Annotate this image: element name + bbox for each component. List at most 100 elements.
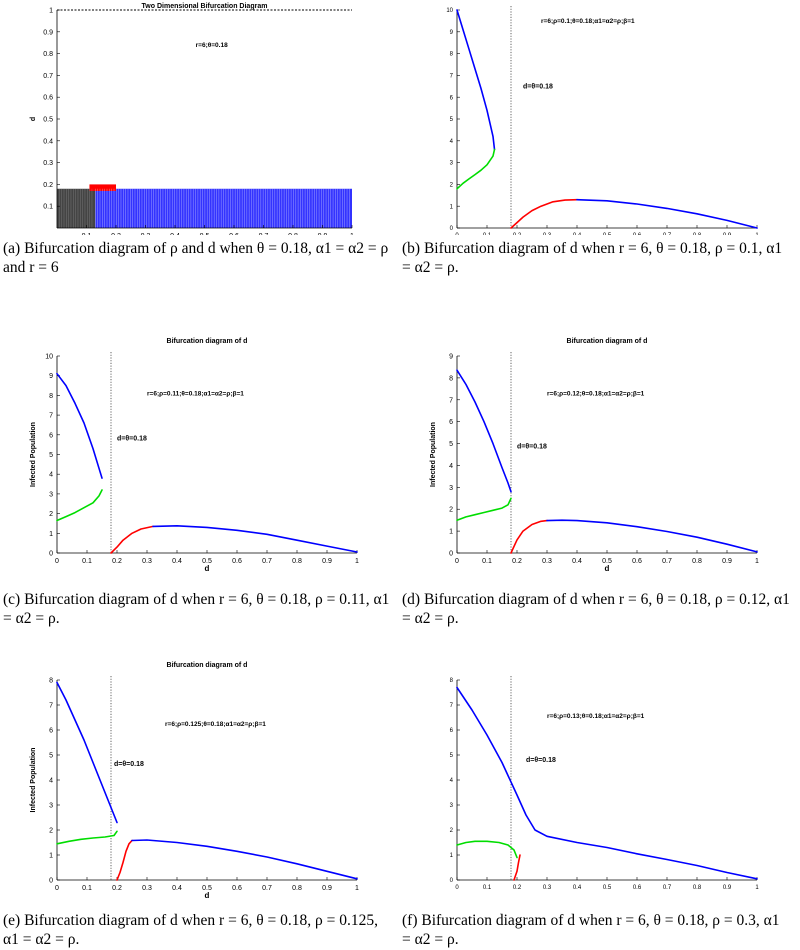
series-upper-branch [152,525,358,553]
x-tick-label: 0.4 [572,558,582,565]
y-tick-label: 0 [49,878,53,885]
y-tick-label: 8 [450,52,454,58]
chart-title: Bifurcation diagram of d [167,662,248,669]
x-tick-label: 0 [455,233,459,235]
y-tick-label: 0.2 [43,182,53,189]
series-low-branch [110,525,154,554]
y-tick-label: 5 [450,753,454,759]
chart-panel-c: 0 0.1 0.2 0.3 0.4 0.5 0.6 0.7 0.8 0.9 101234567891… [30,338,359,573]
y-tick-label: 7 [450,74,454,80]
series-upper [56,681,118,824]
parameter-annotation: r=6;ρ=0.12;θ=0.18;α1=α2=ρ;β=1 [547,390,645,397]
y-tick-label: 4 [449,463,453,470]
y-tick-label: 2 [450,828,454,834]
threshold-label: d=θ=0.18 [517,444,547,451]
series-upper-branch [546,519,758,553]
y-tick-label: 9 [449,354,453,361]
heatmap-region-2 [89,184,116,191]
series-lower [56,489,103,522]
x-tick-label: 0.3 [142,885,152,892]
caption-a: (a) Bifurcation diagram of ρ and d when … [3,240,389,276]
chart-panel-a: 0.1 0.2 0.3 0.4 0.5 0.6 0.7 0.8 0.9 1 0.1 0.2 0.3 0.4… [30,3,354,235]
x-tick-label: 0.3 [543,885,552,891]
y-tick-label: 4 [450,139,454,145]
y-tick-label: 1 [450,204,454,210]
x-axis-label: d [205,564,210,573]
x-tick-label: 1 [350,233,354,235]
y-tick-label: 3 [450,803,454,809]
y-tick-label: 0.3 [43,160,53,167]
y-tick-label: 0 [450,878,454,884]
y-tick-label: 0.5 [43,117,53,124]
x-tick-label: 0.6 [632,558,642,565]
x-tick-label: 0.8 [292,885,302,892]
y-tick-label: 7 [450,703,454,709]
parameter-annotation: r=6;ρ=0.125;θ=0.18;α1=α2=ρ;β=1 [165,721,266,728]
series-upper [56,372,103,479]
caption-b: (b) Bifurcation diagram of d when r = 6,… [402,240,783,276]
y-tick-label: 9 [450,30,454,36]
y-tick-label: 0.9 [43,29,53,36]
x-tick-label: 0.3 [543,233,552,235]
x-tick-label: 0.3 [141,233,151,235]
caption-f: (f) Bifurcation diagram of d when r = 6,… [402,912,780,948]
x-tick-label: 0.6 [232,558,242,565]
y-tick-label: 0 [449,551,453,558]
x-tick-label: 1 [355,558,359,565]
chart-panel-b: 00.10.20.30.40.50.60.70.80.9101234567891… [446,6,759,235]
series-upper [456,369,512,493]
x-tick-label: 0.5 [603,233,612,235]
y-tick-label: 5 [449,441,453,448]
x-tick-label: 0.2 [112,885,122,892]
x-tick-label: 0.1 [483,233,492,235]
heatmap-region-1 [95,188,352,228]
x-tick-label: 0.6 [633,233,642,235]
x-tick-label: 0 [455,558,459,565]
y-tick-label: 3 [449,485,453,492]
y-axis-label: Infected Population [30,748,37,813]
y-tick-label: 0.7 [43,73,53,80]
x-tick-label: 0.8 [292,558,302,565]
x-tick-label: 0.4 [573,233,582,235]
chart-title: Bifurcation diagram of d [167,338,248,345]
series-upper-branch [131,839,358,880]
y-tick-label: 6 [449,419,453,426]
y-tick-label: 2 [449,507,453,514]
y-tick-label: 1 [49,853,53,860]
x-tick-label: 0.6 [633,885,642,891]
y-tick-label: 9 [49,373,53,380]
parameter-annotation: r=6;ρ=0.1;θ=0.18;α1=α2=ρ;β=1 [541,18,635,25]
y-tick-label: 8 [449,375,453,382]
y-tick-label: 6 [450,95,454,101]
x-tick-label: 0.7 [262,558,272,565]
x-tick-label: 0.1 [482,558,492,565]
y-axis-label: d [30,117,37,121]
y-tick-label: 6 [450,728,454,734]
chart-title: Two Dimensional Bifurcation Diagram [142,3,268,10]
y-tick-label: 5 [450,117,454,123]
x-tick-label: 0.8 [693,233,702,235]
x-tick-label: 0.7 [262,885,272,892]
x-tick-label: 0.8 [288,233,298,235]
chart-panel-f: 0 0.1 0.2 0.3 0.4 0.5 0.6 0.7 0.8 0.9 1 0 1 2 3 4 5 6 7 8 d=… [450,676,759,891]
y-tick-label: 5 [49,452,53,459]
x-axis-label: d [205,891,210,900]
x-tick-label: 0.4 [172,558,182,565]
x-tick-label: 0.9 [318,233,328,235]
y-tick-label: 3 [450,161,454,167]
series-low-branch [513,854,521,881]
x-tick-label: 0.3 [542,558,552,565]
x-tick-label: 0.1 [483,885,492,891]
x-tick-label: 0.5 [200,233,210,235]
y-tick-label: 0.1 [43,204,53,211]
x-tick-label: 0.1 [82,885,92,892]
threshold-label: d=θ=0.18 [526,757,556,764]
series-lower [56,830,118,845]
chart-title: Bifurcation diagram of d [567,338,648,345]
y-tick-label: 4 [49,472,53,479]
x-tick-label: 0 [455,885,459,891]
y-axis-label: Infected Population [430,422,437,487]
x-tick-label: 0.9 [723,885,732,891]
x-tick-label: 0.6 [232,885,242,892]
y-tick-label: 2 [450,183,454,189]
